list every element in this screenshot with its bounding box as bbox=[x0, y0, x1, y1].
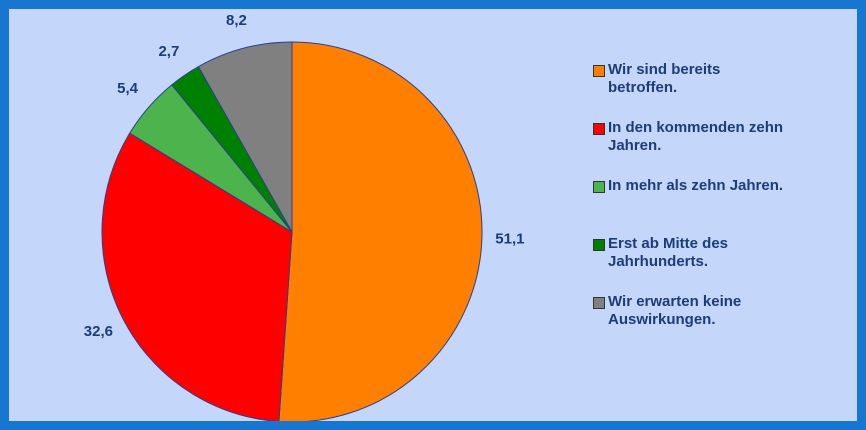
legend-entry: Wir sind bereits betroffen. bbox=[593, 61, 788, 119]
legend-label: In mehr als zehn Jahren. bbox=[608, 177, 784, 194]
legend-entry: In mehr als zehn Jahren. bbox=[593, 177, 788, 235]
legend-swatch bbox=[593, 181, 605, 193]
pie-slice bbox=[197, 41, 293, 234]
chart-area: 51,1 32,6 5,4 2,7 8,2 Wir sind bereits betro… bbox=[9, 9, 857, 421]
data-label: 32,6 bbox=[84, 323, 113, 340]
legend-swatch bbox=[593, 239, 605, 251]
legend-swatch bbox=[593, 65, 605, 77]
data-label: 8,2 bbox=[226, 12, 247, 29]
data-label: 51,1 bbox=[495, 231, 524, 248]
legend-entry: Wir erwarten keine Auswirkungen. bbox=[593, 293, 788, 351]
legend-label: Erst ab Mitte des Jahrhunderts. bbox=[608, 235, 729, 270]
legend-label: Wir erwarten keine Auswirkungen. bbox=[608, 293, 742, 328]
legend-label: In den kommenden zehn Jahren. bbox=[608, 119, 784, 154]
legend-swatch bbox=[593, 123, 605, 135]
legend-label: Wir sind bereits betroffen. bbox=[608, 61, 721, 96]
legend-entry: Erst ab Mitte des Jahrhunderts. bbox=[593, 235, 788, 293]
chart: 51,1 32,6 5,4 2,7 8,2 bbox=[84, 12, 524, 421]
legend: Wir sind bereits betroffen. In den kommen… bbox=[593, 61, 833, 351]
pie-slice bbox=[101, 132, 293, 421]
pie-slice bbox=[278, 41, 483, 421]
legend-entry: In den kommenden zehn Jahren. bbox=[593, 119, 788, 177]
legend-swatch bbox=[593, 297, 605, 309]
data-label: 2,7 bbox=[158, 43, 179, 60]
data-label: 5,4 bbox=[117, 80, 139, 97]
